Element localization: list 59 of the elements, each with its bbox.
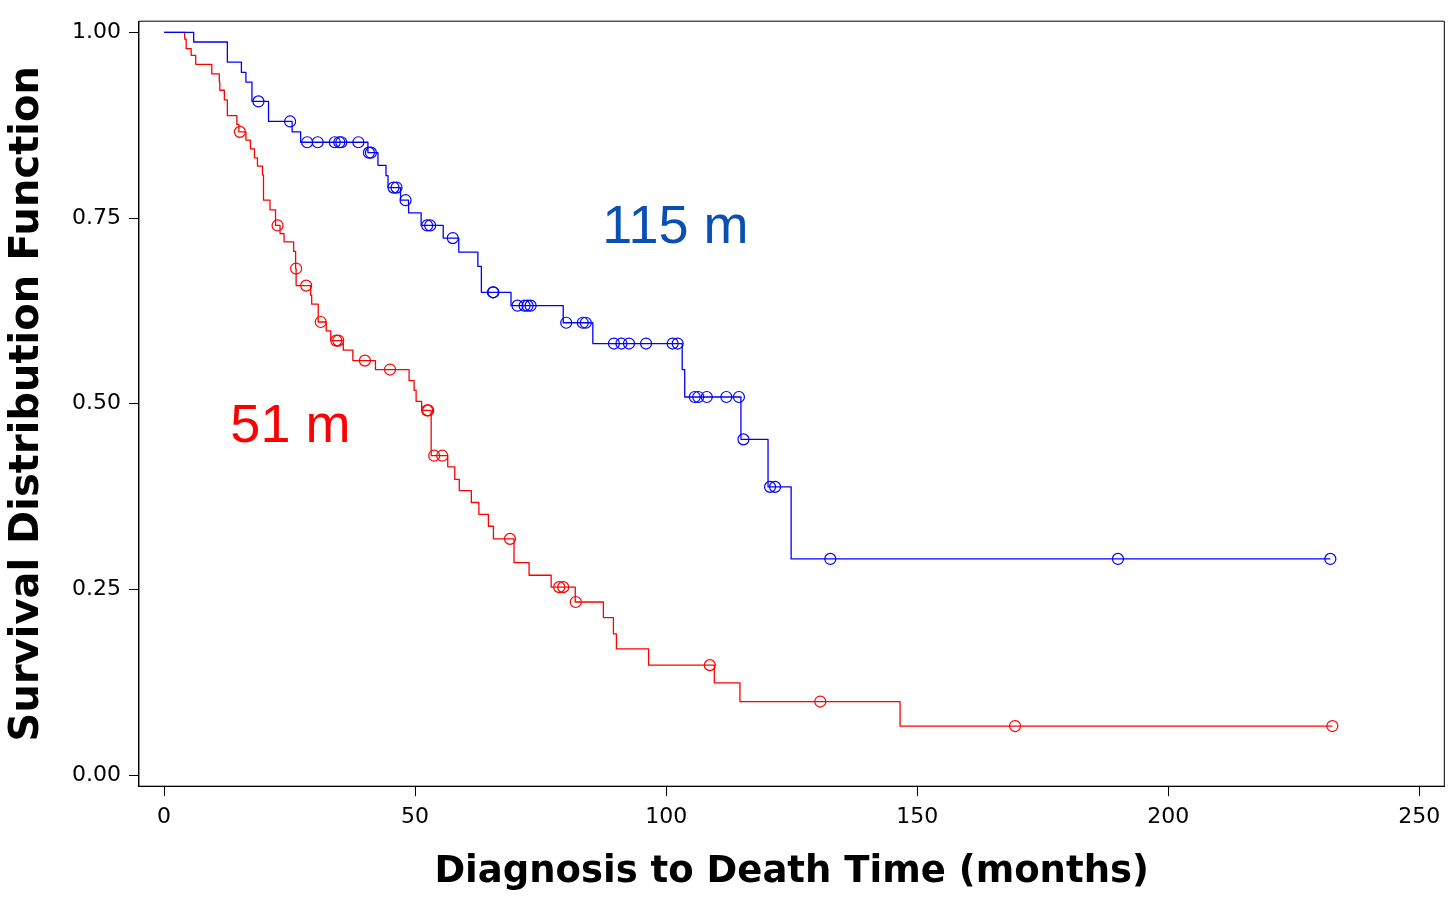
point bbox=[311, 136, 324, 149]
y-axis-title: Survival Distribution Function bbox=[1, 66, 48, 742]
point bbox=[607, 337, 621, 350]
y-tick-label: 0.50 bbox=[72, 389, 121, 415]
point bbox=[553, 581, 566, 594]
point bbox=[1324, 552, 1337, 566]
x-tick-label: 150 bbox=[896, 803, 939, 829]
point bbox=[639, 337, 653, 350]
point bbox=[692, 390, 705, 404]
point bbox=[569, 595, 582, 609]
point bbox=[290, 262, 303, 275]
point bbox=[328, 136, 341, 149]
point bbox=[503, 532, 517, 545]
y-tick-label: 0.25 bbox=[72, 575, 121, 601]
point bbox=[399, 194, 412, 207]
series-label: 115 m bbox=[602, 193, 749, 254]
point bbox=[671, 337, 684, 350]
point bbox=[233, 125, 246, 138]
point bbox=[252, 95, 265, 108]
point bbox=[436, 449, 449, 462]
point bbox=[352, 136, 365, 149]
y-tick-label: 0.00 bbox=[72, 760, 121, 786]
point bbox=[560, 316, 573, 329]
y-tick-label: 1.00 bbox=[72, 18, 121, 44]
x-tick-label: 200 bbox=[1147, 803, 1190, 829]
point bbox=[511, 299, 524, 312]
point bbox=[700, 390, 713, 404]
point bbox=[703, 659, 716, 672]
point bbox=[1326, 719, 1339, 733]
point bbox=[666, 337, 679, 350]
x-tick-label: 100 bbox=[645, 803, 688, 829]
series-label: 51 m bbox=[230, 392, 351, 453]
point bbox=[383, 363, 397, 376]
point bbox=[314, 315, 327, 329]
point bbox=[824, 552, 837, 566]
point bbox=[446, 231, 459, 245]
point bbox=[814, 695, 827, 708]
point bbox=[301, 136, 314, 149]
point bbox=[720, 390, 733, 404]
y-tick-label: 0.75 bbox=[72, 203, 121, 229]
point bbox=[768, 480, 782, 493]
point bbox=[1111, 552, 1125, 566]
x-tick-label: 250 bbox=[1398, 803, 1441, 829]
x-axis-title: Diagnosis to Death Time (months) bbox=[434, 848, 1149, 892]
point bbox=[284, 115, 297, 128]
point bbox=[358, 354, 371, 367]
point bbox=[737, 433, 750, 446]
point bbox=[622, 337, 636, 350]
point bbox=[428, 449, 441, 462]
x-tick-label: 50 bbox=[401, 803, 430, 829]
point bbox=[763, 480, 777, 493]
point bbox=[688, 390, 701, 404]
point bbox=[732, 390, 746, 404]
point bbox=[557, 581, 570, 594]
point bbox=[615, 337, 628, 350]
x-tick-label: 0 bbox=[157, 803, 172, 829]
point bbox=[300, 279, 313, 292]
point bbox=[1008, 719, 1022, 733]
point bbox=[271, 219, 284, 232]
